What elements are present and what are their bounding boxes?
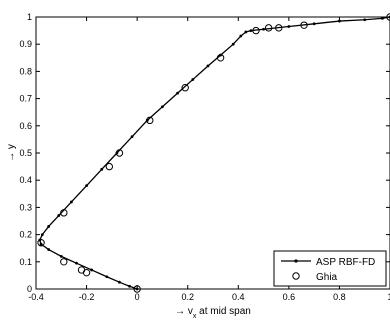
- asp-rbf-fd-point: [47, 225, 51, 228]
- x-tick-label: -0.4: [28, 292, 44, 302]
- legend-box: ASP RBF-FD Ghia: [273, 250, 387, 287]
- asp-rbf-fd-point: [312, 22, 316, 26]
- asp-rbf-fd-point: [130, 135, 134, 139]
- ghia-point: [77, 266, 86, 274]
- asp-rbf-fd-point: [100, 167, 104, 171]
- legend-frame: [273, 250, 387, 287]
- ghia-point: [37, 239, 45, 247]
- y-tick-label: 0.4: [19, 175, 32, 185]
- legend-circle-marker: [292, 272, 300, 280]
- asp-rbf-fd-point: [105, 275, 109, 279]
- asp-rbf-fd-point: [40, 233, 44, 237]
- x-tick-label: 0.8: [333, 292, 346, 302]
- series-layer: [37, 13, 390, 293]
- asp-rbf-fd-point: [239, 34, 243, 38]
- ghia-point: [115, 149, 124, 157]
- asp-rbf-fd-point: [118, 280, 121, 284]
- asp-rbf-fd-point: [85, 184, 88, 188]
- y-tick-label: 0.8: [19, 66, 32, 76]
- y-tick-label: 0.5: [19, 148, 32, 158]
- y-tick-label: 0.2: [19, 230, 32, 240]
- asp-rbf-fd-point: [206, 64, 210, 68]
- x-tick-label: 0.4: [232, 292, 245, 302]
- y-tick-label: 0.9: [19, 39, 32, 49]
- asp-rbf-fd-point: [39, 242, 43, 246]
- y-tick-label: 0.1: [19, 257, 32, 267]
- asp-rbf-fd-point: [244, 30, 248, 34]
- asp-rbf-fd-point: [128, 284, 131, 288]
- ghia-point: [146, 116, 154, 125]
- ghia-point: [181, 84, 189, 92]
- ghia-point: [60, 258, 68, 266]
- ghia-point: [133, 285, 141, 293]
- x-tick-label: 0.6: [283, 292, 296, 302]
- ghia-point: [275, 24, 283, 32]
- x-tick-label: -0.2: [79, 292, 95, 302]
- asp-rbf-fd-point: [191, 78, 195, 81]
- y-tick-label: 0.3: [19, 202, 32, 212]
- legend-dot-marker: [294, 259, 298, 263]
- plot-area: [35, 16, 390, 290]
- asp-rbf-fd-point: [57, 214, 61, 217]
- x-tick-label: 0: [135, 292, 140, 302]
- asp-rbf-fd-point: [161, 105, 164, 109]
- asp-rbf-fd-point: [75, 261, 78, 265]
- ghia-point: [300, 21, 308, 29]
- y-tick-label: 1: [27, 12, 32, 22]
- ghia-point: [216, 54, 225, 62]
- x-tick-label: 1: [387, 292, 390, 302]
- ghia-point: [105, 162, 114, 171]
- ghia-point: [60, 209, 68, 217]
- legend-label-asp: ASP RBF-FD: [316, 257, 375, 268]
- ghia-point: [252, 26, 260, 35]
- asp-rbf-fd-point: [176, 91, 180, 95]
- asp-rbf-fd-point: [287, 25, 291, 28]
- asp-rbf-fd-point: [262, 27, 265, 31]
- asp-rbf-fd-point: [231, 42, 235, 46]
- y-tick-label: 0.7: [19, 94, 32, 104]
- asp-rbf-fd-point: [338, 19, 341, 23]
- asp-rbf-fd-point: [249, 29, 253, 32]
- asp-rbf-fd-point: [70, 200, 73, 204]
- asp-rbf-fd-point: [363, 18, 367, 22]
- asp-rbf-fd-point: [47, 248, 51, 251]
- y-tick-label: 0.6: [19, 121, 32, 131]
- y-tick-label: 0: [27, 284, 32, 294]
- x-tick-label: 0.2: [181, 292, 194, 302]
- ghia-point: [264, 24, 273, 32]
- x-axis-label: → vx at mid span: [175, 306, 251, 320]
- asp-rbf-fd-point: [381, 16, 384, 20]
- y-axis-label: → y: [6, 144, 17, 162]
- asp-rbf-fd-point: [59, 254, 63, 258]
- asp-rbf-fd-point: [90, 268, 94, 272]
- legend-label-ghia: Ghia: [316, 272, 338, 283]
- asp-rbf-fd-point: [135, 287, 139, 291]
